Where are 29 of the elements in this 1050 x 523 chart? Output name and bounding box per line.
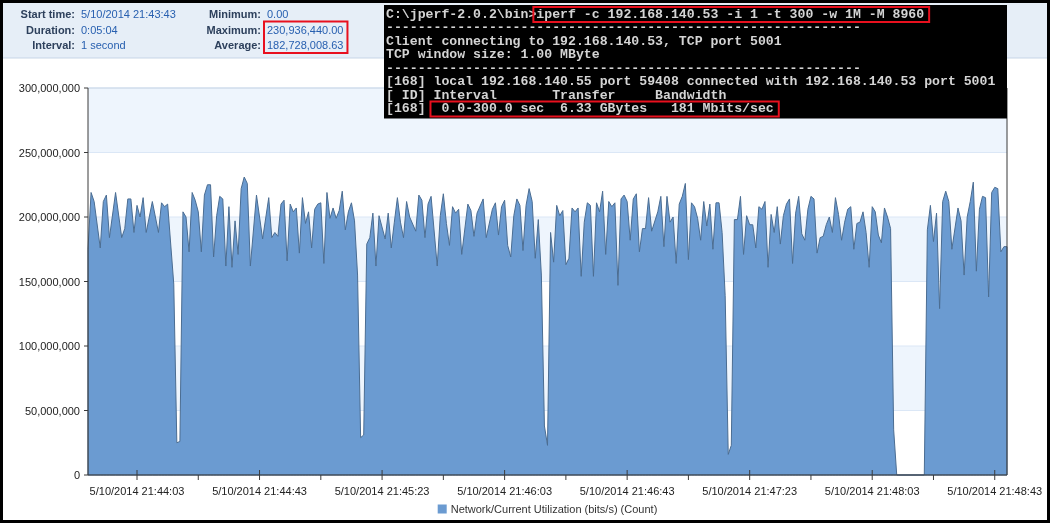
text: ------------------------------------------------------------ — [386, 20, 861, 35]
y-tick-label: 0 — [73, 469, 80, 481]
text: Maximum: 230,936,440.00 — [206, 23, 344, 36]
annotation: [168] 0.0-300.0 sec 6.33 GBytes 181 Mbits/sec — [386, 101, 774, 116]
text: Interval: 1 second — [32, 39, 126, 51]
text: ------------------------------------------------------------ — [386, 60, 861, 76]
y-tick-label: 200,000,000 — [18, 211, 80, 223]
text: Start time: 5/10/2014 21:43:43 — [20, 8, 176, 20]
x-tick-label: 5/10/2014 21:44:43 — [212, 485, 307, 497]
y-tick-label: 300,000,000 — [18, 82, 80, 94]
x-tick-label: 5/10/2014 21:46:03 — [457, 485, 553, 497]
y-tick-label: 250,000,000 — [18, 146, 80, 159]
x-tick-label: 5/10/2014 21:47:23 — [702, 485, 798, 497]
text: Network/Current Utilization (bits/s) (Count) — [450, 503, 658, 515]
text: Duration: 0:05:04 — [26, 23, 118, 36]
x-tick-label: 5/10/2014 21:45:23 — [334, 485, 430, 497]
annotation: [ ID] Interval Transfer Bandwidth — [386, 87, 727, 103]
y-tick-label: 50,000,000 — [24, 404, 80, 417]
text: Average: 182,728,008.63 — [214, 39, 344, 51]
x-tick-label: 5/10/2014 21:48:03 — [824, 485, 920, 497]
text: Client connecting to 192.168.140.53, TCP port 5001 — [386, 33, 782, 49]
y-tick-label: 150,000,000 — [18, 275, 80, 288]
text: Minimum: 0.00 — [209, 8, 289, 20]
x-tick-label: 5/10/2014 21:48:43 — [947, 485, 1043, 497]
x-tick-label: 5/10/2014 21:44:03 — [89, 485, 185, 497]
text: TCP window size: 1.00 MByte — [386, 47, 600, 62]
x-tick-label: 5/10/2014 21:46:43 — [579, 485, 675, 497]
y-tick-label: 100,000,000 — [18, 340, 80, 352]
annotation: [168] local 192.168.140.55 port 59408 connected with 192.168.140.53 port 5001 — [386, 74, 996, 89]
